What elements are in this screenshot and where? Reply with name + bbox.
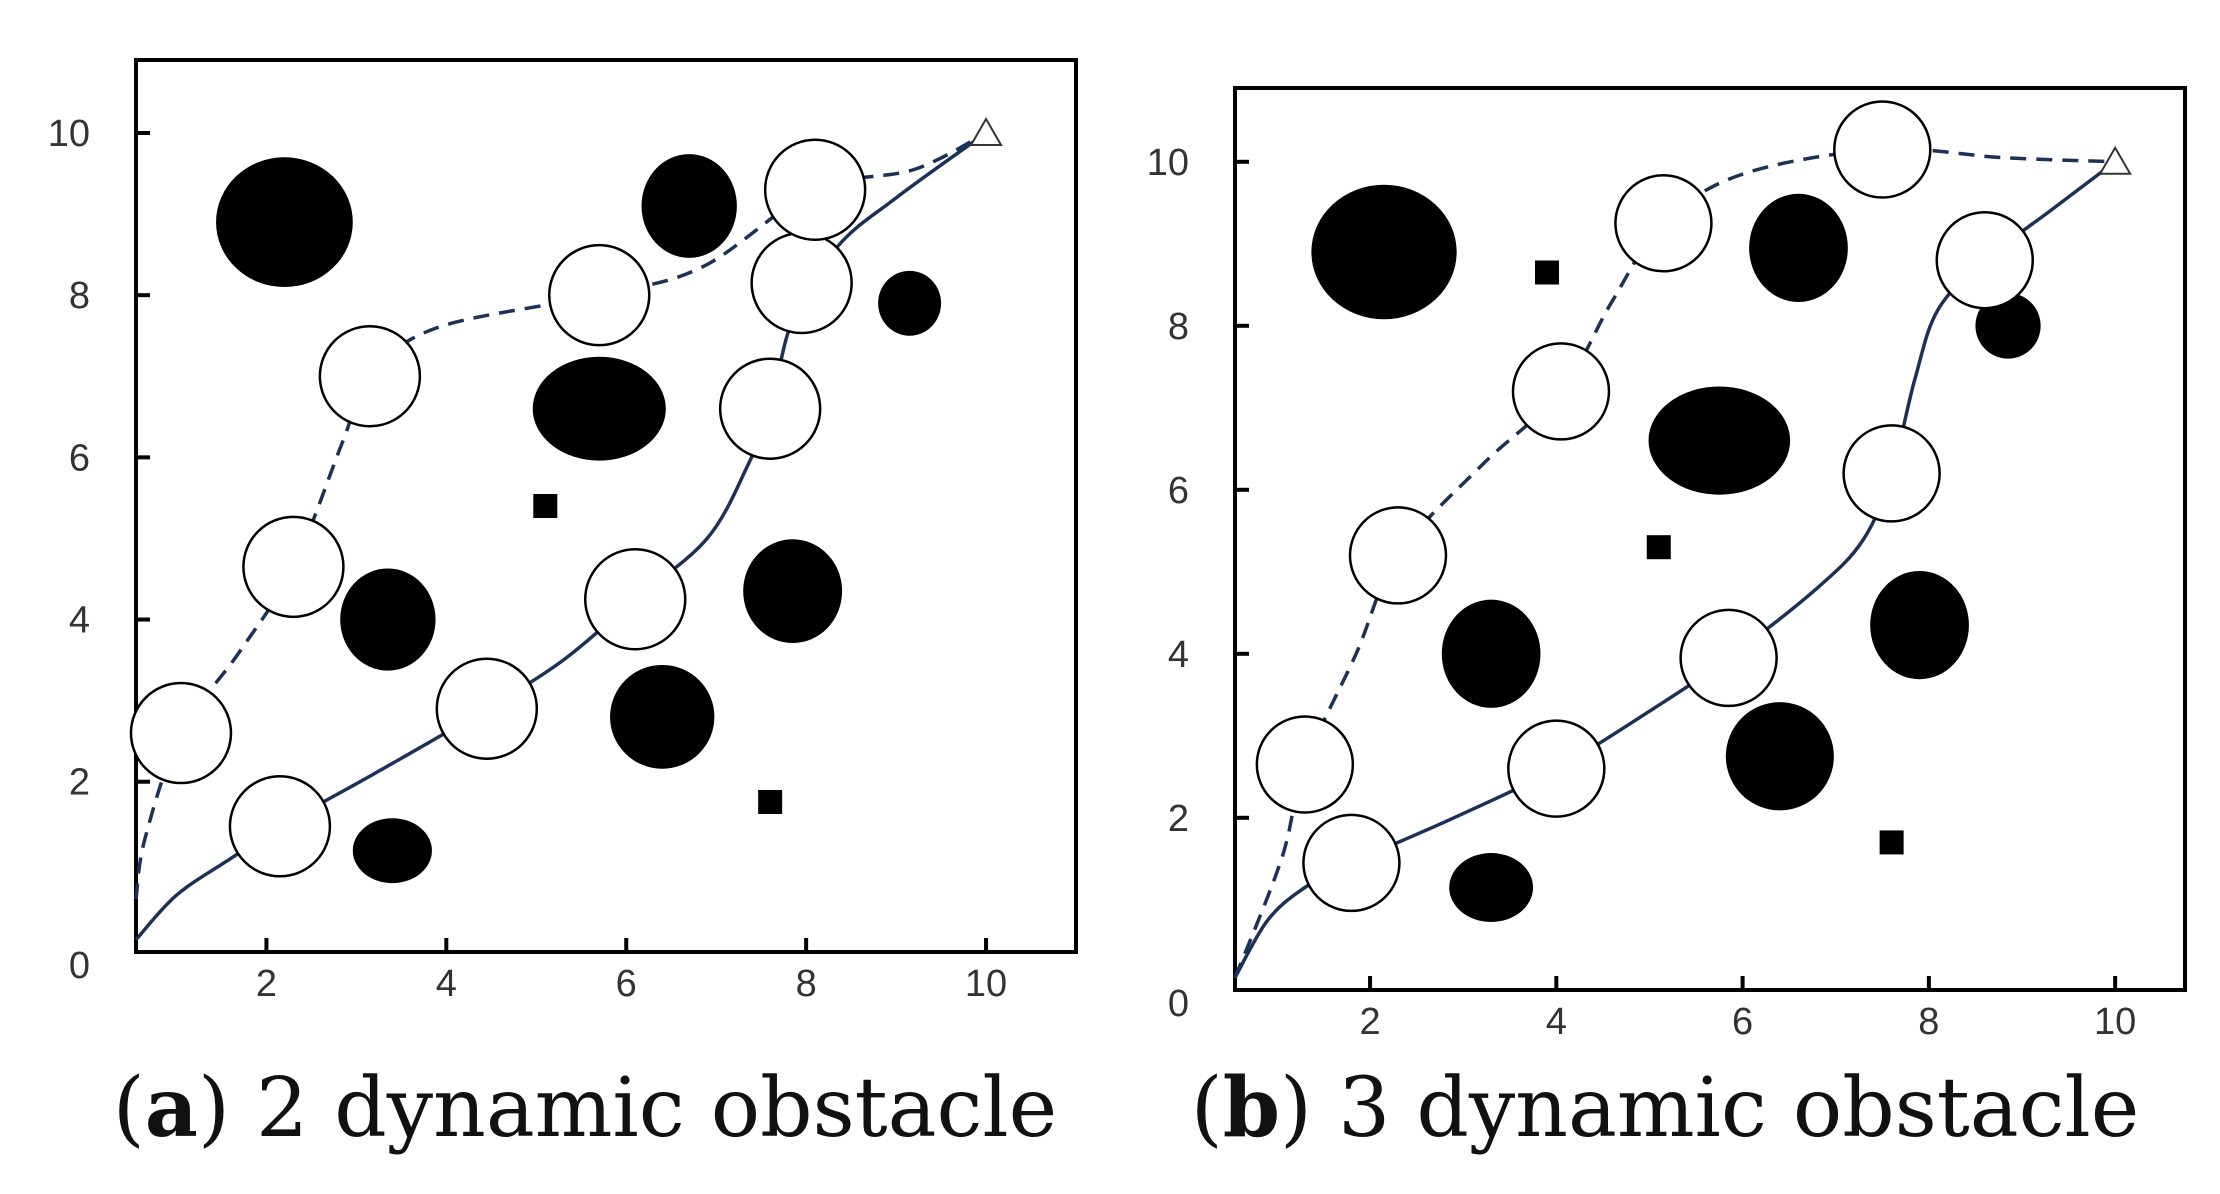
y-tick-label-b-2: 2 (1168, 798, 1189, 840)
static-obstacle-b-6 (1725, 702, 1834, 811)
waypoint-circle-b-6 (1679, 608, 1778, 708)
y-tick-label-b-0: 0 (1168, 983, 1189, 1025)
caption-a-letter: a (145, 1060, 198, 1156)
static-obstacle-b-0 (1311, 184, 1457, 320)
static-obstacle-b-1 (1749, 193, 1848, 303)
static-obstacle-a-7 (352, 818, 432, 884)
caption-a-text: 2 dynamic obstacle (230, 1061, 1057, 1156)
waypoint-circle-a-2 (242, 515, 345, 619)
x-tick-label-b-2: 2 (1359, 1001, 1380, 1043)
dynamic-obstacle-a-0 (533, 494, 558, 518)
dynamic-obstacle-b-1 (1646, 535, 1671, 560)
x-tick-label-b-10: 10 (2094, 1001, 2136, 1043)
static-obstacle-b-4 (1441, 599, 1541, 708)
waypoint-circle-b-5 (1614, 174, 1713, 273)
y-tick-label-a-8: 8 (69, 275, 90, 317)
static-obstacle-a-3 (532, 356, 666, 461)
y-tick-label-a-6: 6 (69, 437, 90, 479)
waypoint-circle-b-3 (1507, 719, 1606, 818)
caption-b: (b) 3 dynamic obstacle (1191, 1060, 2140, 1156)
static-obstacle-a-4 (340, 568, 436, 671)
y-tick-label-a-10: 10 (48, 113, 90, 155)
waypoint-circle-a-3 (318, 325, 422, 428)
y-tick-label-a-0: 0 (69, 945, 90, 987)
static-obstacle-a-2 (878, 270, 942, 336)
x-tick-label-b-4: 4 (1546, 1001, 1567, 1043)
waypoint-circle-a-4 (435, 657, 539, 760)
x-tick-label-a-6: 6 (616, 963, 637, 1005)
waypoint-circle-b-1 (1302, 813, 1401, 913)
waypoint-circle-a-5 (583, 548, 687, 651)
waypoint-circle-b-4 (1511, 342, 1611, 441)
waypoint-circle-a-6 (548, 243, 651, 347)
y-tick-label-b-4: 4 (1168, 634, 1189, 676)
goal-marker-a (969, 116, 1003, 146)
waypoint-circle-a-7 (718, 357, 822, 460)
x-tick-label-b-6: 6 (1732, 1001, 1753, 1043)
waypoint-circle-b-8 (1935, 210, 2035, 310)
x-tick-label-a-4: 4 (436, 963, 457, 1005)
dynamic-obstacle-b-0 (1535, 260, 1560, 285)
dynamic-obstacle-a-1 (758, 789, 783, 814)
caption-a: (a) 2 dynamic obstacle (113, 1060, 1057, 1156)
waypoint-circle-b-7 (1842, 424, 1941, 523)
y-tick-label-a-2: 2 (69, 762, 90, 804)
static-obstacle-a-6 (610, 664, 715, 769)
x-tick-label-b-8: 8 (1918, 1001, 1939, 1043)
static-obstacle-a-5 (743, 539, 843, 644)
waypoint-circle-b-9 (1833, 100, 1932, 199)
y-tick-label-b-8: 8 (1168, 306, 1189, 348)
goal-marker-b (2098, 145, 2132, 175)
panel-a-chart: 2 4 6 8 10 0 2 4 6 8 10 (48, 58, 1078, 1005)
y-tick-label-b-10: 10 (1147, 142, 1189, 184)
waypoint-circle-b-0 (1255, 715, 1355, 814)
caption-b-text: 3 dynamic obstacle (1312, 1061, 2139, 1156)
waypoint-circle-a-1 (228, 775, 332, 878)
static-obstacle-a-0 (216, 157, 353, 288)
x-tick-label-a-2: 2 (256, 963, 277, 1005)
x-tick-label-a-8: 8 (796, 963, 817, 1005)
y-tick-label-b-6: 6 (1168, 470, 1189, 512)
waypoint-circle-a-0 (129, 681, 233, 785)
static-obstacle-b-3 (1648, 386, 1791, 495)
waypoint-circle-b-2 (1348, 506, 1448, 605)
waypoint-circle-a-9 (763, 138, 867, 241)
panel-b-chart: 2 4 6 8 10 0 2 4 6 8 10 (1147, 86, 2187, 1043)
static-obstacle-b-2 (1975, 293, 2041, 359)
static-obstacle-a-1 (641, 154, 737, 258)
caption-b-letter: b (1223, 1060, 1280, 1156)
dynamic-obstacle-b-2 (1879, 830, 1904, 855)
y-tick-label-a-4: 4 (69, 600, 90, 642)
waypoint-circle-a-8 (750, 231, 853, 335)
static-obstacle-b-7 (1449, 853, 1534, 922)
x-tick-label-a-10: 10 (965, 963, 1007, 1005)
static-obstacle-b-5 (1870, 570, 1969, 680)
